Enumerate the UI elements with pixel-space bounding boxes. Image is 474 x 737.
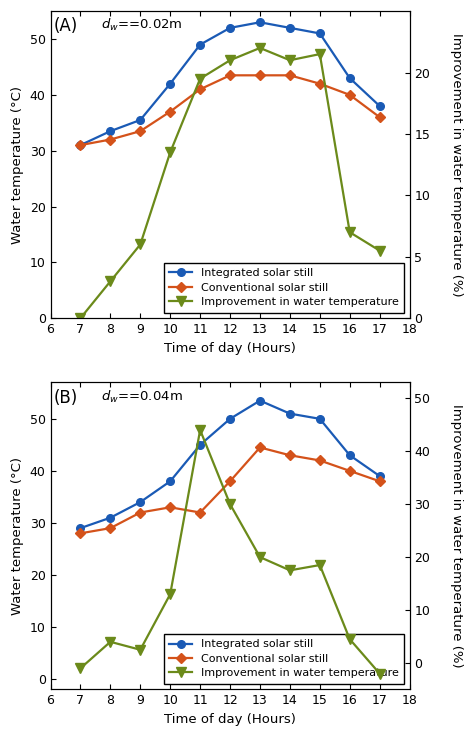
Legend: Integrated solar still, Conventional solar still, Improvement in water temperatu: Integrated solar still, Conventional sol… — [164, 634, 404, 684]
Text: (A): (A) — [54, 17, 78, 35]
X-axis label: Time of day (Hours): Time of day (Hours) — [164, 713, 296, 726]
Text: $d_w$==0.04m: $d_w$==0.04m — [101, 388, 182, 405]
Y-axis label: Water temperature (°C): Water temperature (°C) — [11, 85, 24, 244]
Y-axis label: Water temperature (°C): Water temperature (°C) — [11, 457, 24, 615]
Text: (B): (B) — [54, 388, 78, 407]
Y-axis label: Improvement in water temperature (%): Improvement in water temperature (%) — [450, 404, 463, 668]
Legend: Integrated solar still, Conventional solar still, Improvement in water temperatu: Integrated solar still, Conventional sol… — [164, 262, 404, 312]
X-axis label: Time of day (Hours): Time of day (Hours) — [164, 342, 296, 354]
Text: $d_w$==0.02m: $d_w$==0.02m — [101, 17, 182, 33]
Y-axis label: Improvement in water temperature (%): Improvement in water temperature (%) — [450, 33, 463, 296]
